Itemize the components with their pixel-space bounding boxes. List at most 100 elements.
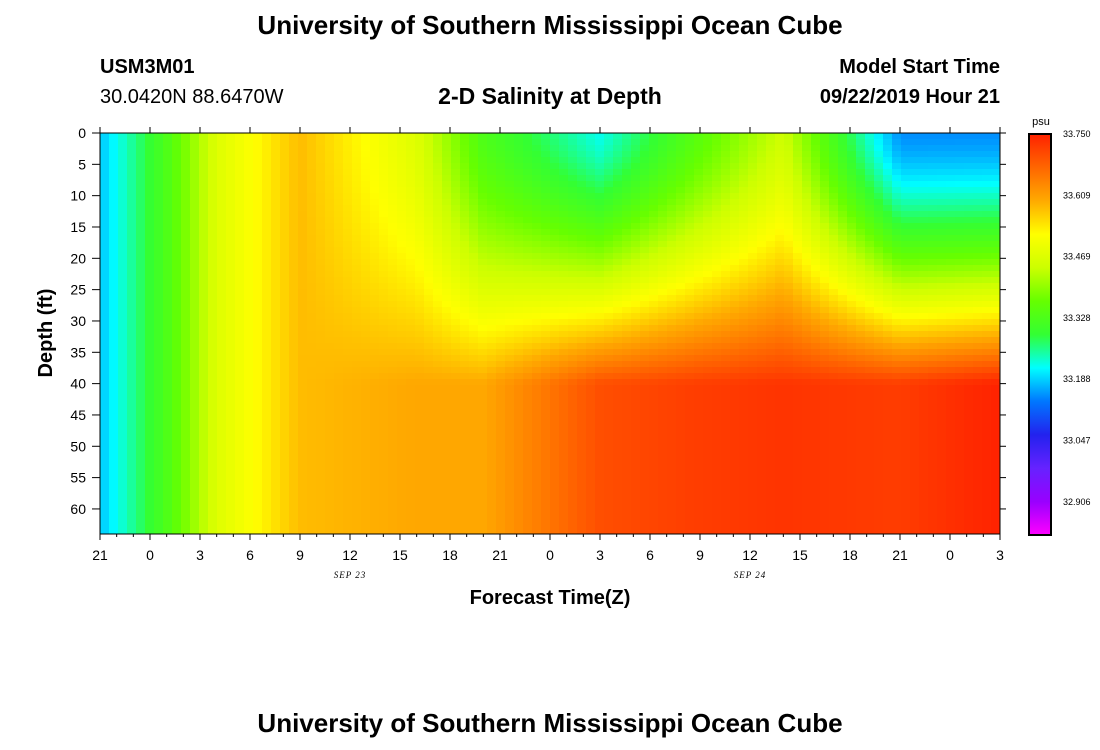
heatmap-cell [568,325,578,332]
heatmap-cell [478,229,488,236]
heatmap-cell [172,199,182,206]
heatmap-cell [532,187,542,194]
heatmap-cell [469,361,479,368]
heatmap-cell [496,253,506,260]
heatmap-cell [757,265,767,272]
heatmap-cell [676,355,686,362]
heatmap-cell [703,457,713,464]
heatmap-cell [271,463,281,470]
heatmap-cell [235,505,245,512]
heatmap-cell [613,283,623,290]
heatmap-cell [406,139,416,146]
heatmap-cell [271,289,281,296]
heatmap-cell [631,391,641,398]
heatmap-cell [100,355,110,362]
heatmap-cell [595,145,605,152]
heatmap-cell [496,457,506,464]
heatmap-cell [541,133,551,140]
heatmap-cell [244,499,254,506]
heatmap-cell [127,451,137,458]
heatmap-cell [424,349,434,356]
heatmap-cell [226,205,236,212]
heatmap-cell [451,355,461,362]
heatmap-cell [748,445,758,452]
heatmap-cell [694,481,704,488]
heatmap-cell [406,301,416,308]
heatmap-cell [235,295,245,302]
heatmap-cell [181,277,191,284]
heatmap-cell [622,223,632,230]
heatmap-cell [235,163,245,170]
heatmap-cell [181,175,191,182]
heatmap-cell [712,517,722,524]
heatmap-cell [631,355,641,362]
heatmap-cell [478,151,488,158]
heatmap-cell [199,229,209,236]
heatmap-cell [433,289,443,296]
heatmap-cell [451,199,461,206]
heatmap-cell [712,367,722,374]
heatmap-cell [478,385,488,392]
heatmap-cell [343,457,353,464]
heatmap-cell [730,415,740,422]
heatmap-cell [469,415,479,422]
heatmap-cell [586,181,596,188]
heatmap-cell [181,457,191,464]
heatmap-cell [667,283,677,290]
heatmap-cell [361,523,371,530]
heatmap-cell [181,367,191,374]
heatmap-cell [640,259,650,266]
heatmap-cell [730,397,740,404]
heatmap-cell [352,199,362,206]
heatmap-cell [433,235,443,242]
heatmap-cell [577,385,587,392]
heatmap-cell [316,163,326,170]
heatmap-cell [280,229,290,236]
heatmap-cell [586,307,596,314]
heatmap-cell [136,451,146,458]
heatmap-cell [109,433,119,440]
heatmap-cell [730,241,740,248]
heatmap-cell [640,523,650,530]
heatmap-cell [361,475,371,482]
heatmap-cell [190,445,200,452]
heatmap-cell [208,457,218,464]
heatmap-cell [649,151,659,158]
heatmap-cell [154,403,164,410]
heatmap-cell [577,391,587,398]
heatmap-cell [757,139,767,146]
heatmap-cell [658,271,668,278]
heatmap-cell [208,163,218,170]
heatmap-cell [523,139,533,146]
heatmap-cell [748,367,758,374]
heatmap-cell [226,163,236,170]
heatmap-cell [595,271,605,278]
heatmap-cell [172,151,182,158]
heatmap-cell [451,409,461,416]
heatmap-cell [226,277,236,284]
heatmap-cell [478,493,488,500]
heatmap-cell [289,139,299,146]
heatmap-cell [568,487,578,494]
heatmap-cell [316,499,326,506]
heatmap-cell [262,271,272,278]
heatmap-cell [730,295,740,302]
heatmap-cell [532,421,542,428]
heatmap-cell [766,301,776,308]
heatmap-cell [478,499,488,506]
heatmap-cell [685,517,695,524]
heatmap-cell [145,319,155,326]
heatmap-cell [433,421,443,428]
heatmap-cell [289,499,299,506]
heatmap-cell [730,145,740,152]
heatmap-cell [253,151,263,158]
heatmap-cell [433,295,443,302]
heatmap-cell [352,283,362,290]
heatmap-cell [604,379,614,386]
heatmap-cell [442,313,452,320]
heatmap-cell [199,271,209,278]
heatmap-cell [730,373,740,380]
heatmap-cell [280,343,290,350]
heatmap-cell [406,253,416,260]
heatmap-cell [406,133,416,140]
